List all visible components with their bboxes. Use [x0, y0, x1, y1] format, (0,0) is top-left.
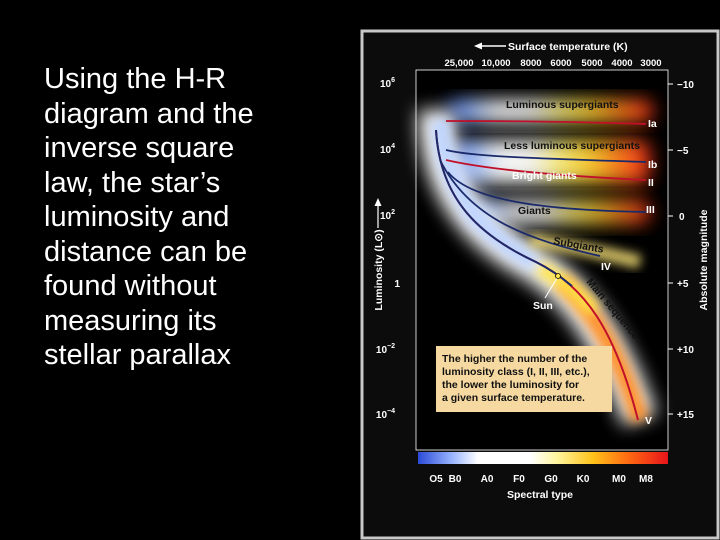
luminosity-tick: 106 [380, 77, 395, 90]
class-label-ib: Ib [648, 159, 657, 171]
right-axis-label: Absolute magnitude [698, 209, 710, 310]
note-line: The higher the number of the [442, 353, 587, 365]
spectral-tick: G0 [544, 474, 558, 485]
region-bright-giants: Bright giants [512, 170, 577, 182]
note-box [436, 346, 612, 412]
luminosity-ticks: 106 104 102 1 10−2 10−4 [376, 77, 401, 421]
left-axis-arrowhead [374, 198, 382, 206]
spectral-ticks: O5 B0 A0 F0 G0 K0 M0 M8 [429, 474, 653, 485]
temperature-ticks: 25,000 10,000 8000 6000 5000 4000 3000 [444, 58, 661, 69]
luminosity-tick: 104 [380, 143, 395, 156]
slide-text-line: found without [44, 270, 217, 302]
region-less-luminous-supergiants: Less luminous supergiants [504, 140, 640, 152]
magnitude-tick: +5 [677, 279, 689, 290]
class-label-iii: III [646, 204, 655, 216]
sun-marker [555, 273, 561, 279]
class-label-ii: II [648, 177, 654, 189]
left-axis-label: Luminosity (L⊙) [373, 229, 385, 310]
luminosity-tick: 10−2 [376, 343, 395, 356]
temperature-tick: 5000 [581, 58, 602, 69]
slide-text-line: law, the star’s [44, 166, 221, 199]
class-label-ia: Ia [648, 118, 657, 130]
spectral-tick: B0 [449, 474, 462, 485]
class-label-v: V [645, 415, 652, 427]
magnitude-tick: −10 [677, 80, 694, 91]
note-line: the lower the luminosity for [442, 379, 579, 391]
luminosity-tick: 102 [380, 209, 395, 222]
slide-body-text: Using the H-R diagram and the inverse squa… [44, 62, 344, 373]
class-iv-line [439, 159, 601, 257]
region-giants: Giants [518, 205, 551, 217]
spectral-tick: O5 [429, 474, 443, 485]
class-label-iv: IV [601, 261, 611, 273]
magnitude-tick: −5 [677, 146, 689, 157]
sun-pointer [544, 277, 558, 299]
spectral-tick: M8 [639, 474, 653, 485]
temperature-tick: 10,000 [481, 58, 510, 69]
note-line: luminosity class (I, II, III, etc.), [442, 366, 590, 378]
slide-text-line: Using the H-R [44, 63, 227, 95]
slide-text-line: distance can be [44, 235, 248, 268]
spectral-tick: F0 [513, 474, 525, 485]
magnitude-tick: +10 [677, 345, 694, 356]
magnitude-tick: 0 [679, 212, 685, 223]
spectral-tick: K0 [577, 474, 590, 485]
class-ii-line [445, 159, 647, 181]
luminosity-tick: 10−4 [376, 408, 395, 421]
slide-text-line: stellar parallax [44, 339, 231, 371]
temperature-tick: 4000 [611, 58, 632, 69]
class-iii-line [447, 171, 647, 213]
temperature-tick: 6000 [550, 58, 571, 69]
region-luminous-supergiants: Luminous supergiants [506, 99, 619, 111]
temperature-tick: 25,000 [444, 58, 473, 69]
top-axis-arrowhead [474, 42, 482, 50]
slide-text-line: measuring its [44, 304, 217, 337]
spectral-color-bar [418, 452, 668, 464]
spectral-tick: M0 [612, 474, 626, 485]
region-sun: Sun [533, 300, 553, 312]
magnitude-tick: +15 [677, 410, 694, 421]
note-line: a given surface temperature. [442, 392, 585, 404]
top-axis-label: Surface temperature (K) [508, 41, 628, 53]
slide-text-line: luminosity and [44, 201, 230, 233]
temperature-tick: 8000 [520, 58, 541, 69]
bottom-axis-label: Spectral type [507, 489, 573, 501]
slide-text-line: inverse square [44, 132, 235, 164]
luminosity-tick: 1 [394, 279, 400, 290]
magnitude-ticks: −10 −5 0 +5 +10 +15 [677, 80, 694, 421]
slide-text-line: diagram and the [44, 97, 254, 130]
class-ib-line [445, 149, 647, 163]
class-ia-line [445, 120, 647, 125]
temperature-tick: 3000 [640, 58, 661, 69]
spectral-tick: A0 [481, 474, 494, 485]
